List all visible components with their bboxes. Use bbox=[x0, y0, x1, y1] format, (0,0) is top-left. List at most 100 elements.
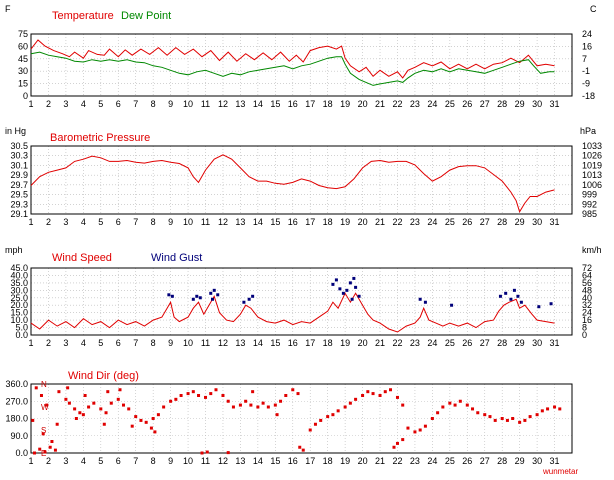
x-tick-label: 4 bbox=[81, 456, 86, 466]
x-tick-label: 18 bbox=[323, 456, 333, 466]
gust-point bbox=[512, 288, 516, 292]
dir-point bbox=[45, 403, 49, 407]
dir-point bbox=[523, 418, 527, 422]
dir-point bbox=[284, 394, 288, 397]
gust-point bbox=[334, 278, 338, 282]
y-tick-label: 25.0 bbox=[10, 293, 28, 303]
dir-point bbox=[209, 392, 213, 396]
y-tick-label: 30.3 bbox=[10, 151, 28, 161]
right-unit-label: C bbox=[590, 4, 597, 14]
dir-point bbox=[139, 418, 143, 422]
compass-label: E bbox=[41, 449, 46, 458]
x-tick-label: 10 bbox=[183, 456, 193, 466]
x-tick-label: 9 bbox=[168, 338, 173, 348]
x-tick-label: 12 bbox=[218, 456, 228, 466]
x-tick-label: 18 bbox=[323, 99, 333, 109]
y-tick-label: 29.1 bbox=[10, 209, 28, 219]
gust-point bbox=[549, 302, 553, 306]
x-tick-label: 2 bbox=[46, 217, 51, 227]
x-tick-label: 22 bbox=[392, 99, 402, 109]
dir-point bbox=[32, 451, 36, 455]
gust-point bbox=[170, 294, 174, 298]
y-tick-label-right: 7 bbox=[582, 54, 587, 64]
x-tick-label: 21 bbox=[375, 99, 385, 109]
chart-title: Wind Dir (deg) bbox=[68, 370, 139, 382]
dir-point bbox=[66, 386, 70, 390]
x-tick-label: 24 bbox=[427, 456, 437, 466]
dir-point bbox=[134, 415, 138, 419]
x-tick-label: 27 bbox=[480, 456, 490, 466]
y-tick-label-right: -9 bbox=[582, 79, 590, 89]
x-tick-label: 9 bbox=[168, 456, 173, 466]
dir-point bbox=[186, 392, 190, 396]
dir-point bbox=[392, 445, 396, 449]
dir-point bbox=[436, 411, 440, 415]
x-tick-label: 30 bbox=[532, 217, 542, 227]
x-tick-label: 14 bbox=[253, 99, 263, 109]
x-tick-label: 17 bbox=[305, 456, 315, 466]
x-tick-label: 19 bbox=[340, 456, 350, 466]
y-tick-label: 40.0 bbox=[10, 270, 28, 280]
dir-point bbox=[298, 445, 302, 449]
x-tick-label: 3 bbox=[63, 338, 68, 348]
x-tick-label: 8 bbox=[151, 338, 156, 348]
x-tick-label: 11 bbox=[201, 338, 210, 348]
x-tick-label: 7 bbox=[133, 338, 138, 348]
compass-label: W bbox=[41, 403, 49, 412]
gust-point bbox=[251, 294, 255, 298]
y-tick-label-right: 1013 bbox=[582, 170, 602, 180]
dir-point bbox=[179, 394, 183, 397]
x-tick-label: 1 bbox=[28, 338, 33, 348]
gust-point bbox=[216, 293, 220, 297]
x-tick-label: 8 bbox=[151, 456, 156, 466]
dir-point bbox=[48, 445, 52, 449]
gust-point bbox=[191, 297, 195, 301]
x-tick-label: 28 bbox=[497, 217, 507, 227]
dir-point bbox=[319, 418, 323, 422]
y-tick-label: 15.0 bbox=[10, 308, 28, 318]
y-tick-label: 0.0 bbox=[15, 448, 28, 458]
dir-point bbox=[92, 401, 96, 405]
dir-point bbox=[41, 432, 45, 436]
x-tick-label: 16 bbox=[288, 338, 298, 348]
dir-point bbox=[116, 397, 120, 401]
dir-point bbox=[441, 405, 445, 409]
gust-point bbox=[450, 303, 454, 307]
dir-point bbox=[39, 394, 43, 397]
y-tick-label: 29.7 bbox=[10, 180, 28, 190]
x-tick-label: 22 bbox=[392, 456, 402, 466]
dir-point bbox=[38, 447, 42, 451]
dir-point bbox=[99, 407, 103, 411]
compass-label: S bbox=[41, 426, 46, 435]
dir-point bbox=[395, 395, 399, 399]
x-tick-label: 23 bbox=[410, 338, 420, 348]
dir-point bbox=[453, 403, 457, 407]
x-tick-label: 27 bbox=[480, 338, 490, 348]
x-tick-label: 29 bbox=[515, 99, 525, 109]
gust-point bbox=[341, 291, 345, 295]
x-tick-label: 21 bbox=[375, 456, 385, 466]
y-tick-label-right: 56 bbox=[582, 278, 592, 288]
x-tick-label: 13 bbox=[235, 456, 245, 466]
dir-point bbox=[214, 388, 218, 392]
dir-point bbox=[153, 430, 157, 434]
dir-point bbox=[500, 417, 504, 420]
dir-point bbox=[83, 394, 87, 397]
dir-point bbox=[401, 403, 405, 407]
y-tick-label-right: 999 bbox=[582, 190, 597, 200]
x-tick-label: 12 bbox=[218, 338, 228, 348]
dir-point bbox=[266, 405, 270, 409]
y-tick-label: 75 bbox=[18, 29, 28, 39]
x-tick-label: 5 bbox=[98, 99, 103, 109]
y-tick-label-right: 1026 bbox=[582, 151, 602, 161]
gust-point bbox=[504, 291, 508, 295]
dir-point bbox=[43, 450, 47, 454]
y-tick-label-right: 992 bbox=[582, 199, 597, 209]
x-tick-label: 20 bbox=[358, 99, 368, 109]
dir-point bbox=[31, 418, 35, 422]
x-tick-label: 15 bbox=[270, 217, 280, 227]
compass-label: N bbox=[41, 380, 47, 389]
x-tick-label: 1 bbox=[28, 99, 33, 109]
dir-point bbox=[104, 411, 108, 415]
